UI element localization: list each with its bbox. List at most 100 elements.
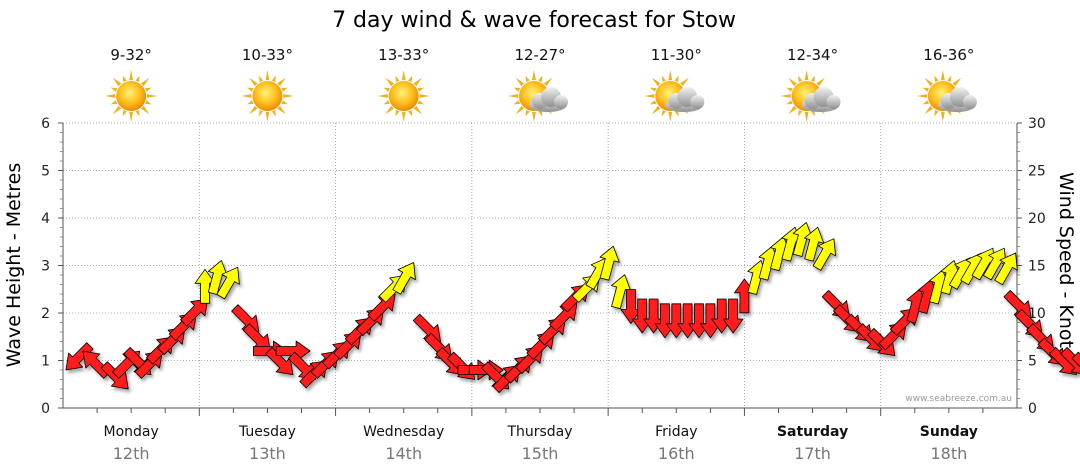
sun-cloud-icon	[508, 70, 568, 122]
wind-arrow	[216, 266, 240, 300]
sun-ray	[145, 87, 152, 92]
day-name-label: Friday	[655, 424, 697, 440]
sun-ray	[395, 109, 400, 117]
sun-ray	[538, 75, 543, 83]
wind-arrow	[65, 342, 94, 371]
sun-ray	[934, 75, 939, 83]
day-date-label: 12th	[113, 444, 150, 463]
sun-ray	[417, 100, 425, 105]
sun-ray	[674, 75, 679, 83]
right-tick-label: 20	[1028, 211, 1046, 227]
sun-ray	[525, 75, 530, 83]
weather-row: 9-32° 10-33° 13-33° 12-27° 11-30° 12-34° 16-36…	[105, 46, 977, 122]
sun-ray	[110, 87, 118, 92]
cloud-part	[554, 95, 568, 109]
left-axis-ticks: 0 1 2 3 4 5 6	[41, 116, 63, 417]
sun-ray	[798, 109, 803, 117]
day-date-label: 15th	[522, 444, 559, 463]
wind-arrow	[82, 350, 111, 379]
sun-ray	[532, 70, 536, 81]
sun-ray	[680, 77, 689, 87]
day-date-label: 16th	[658, 444, 695, 463]
right-tick-label: 0	[1028, 401, 1037, 417]
sun-ray	[271, 75, 276, 83]
cloud-part	[962, 95, 977, 109]
sun-ray	[916, 94, 927, 98]
sun-cloud-icon	[916, 70, 977, 122]
right-tick-label: 10	[1028, 306, 1046, 322]
sun-ray	[271, 109, 276, 117]
wind-arrow	[812, 238, 836, 271]
day-temperature: 9-32°	[110, 46, 152, 64]
sun-ray	[947, 75, 952, 83]
wind-arrow	[1003, 290, 1032, 319]
sun-ray	[940, 70, 945, 81]
sun-icon	[105, 70, 158, 122]
day-date-label: 17th	[794, 444, 831, 463]
sun-ray	[241, 94, 252, 98]
day-date-label: 18th	[930, 444, 967, 463]
left-tick-label: 0	[41, 401, 50, 417]
cloud-shape	[665, 87, 705, 112]
gridlines	[63, 122, 1017, 408]
sun-ray	[644, 94, 655, 98]
sun-ray	[401, 70, 406, 81]
sun-ray	[112, 105, 122, 115]
sun-ray	[924, 77, 933, 87]
sun-ray	[105, 94, 116, 98]
sun-ray	[508, 94, 519, 98]
sun-ray	[259, 109, 264, 117]
sun-ray	[788, 105, 797, 115]
sun-ray	[385, 77, 394, 87]
sun-cloud-icon	[780, 70, 841, 122]
sun-ray	[804, 70, 809, 81]
x-axis-day-labels: Monday 12th Tuesday 13th Wednesday 14th Thursd…	[96, 408, 984, 463]
left-tick-label: 2	[41, 306, 50, 322]
sun-ray	[283, 94, 294, 98]
sun-ray	[129, 70, 134, 81]
sun-ray	[649, 87, 657, 92]
sun-ray	[259, 75, 264, 83]
wind-arrow	[412, 313, 441, 342]
day-temperature: 16-36°	[923, 46, 974, 64]
sun-ray	[110, 100, 118, 105]
sun-ray	[649, 100, 657, 105]
day-name-label: Thursday	[506, 424, 572, 440]
cloud-shape	[937, 87, 977, 112]
day-temperature: 12-27°	[514, 46, 565, 64]
cloud-part	[826, 95, 841, 109]
sun-ray	[816, 77, 825, 87]
sun-ray	[413, 77, 423, 87]
sun-ray	[668, 70, 673, 81]
sun-ray	[515, 77, 525, 87]
sun-ray	[952, 77, 962, 87]
cloud-part	[690, 95, 705, 109]
sun-ray	[277, 105, 286, 115]
wind-arrow	[549, 303, 578, 332]
left-tick-label: 3	[41, 259, 50, 275]
sun-ray	[377, 94, 388, 98]
sun-ray	[417, 87, 425, 92]
sun-ray	[265, 111, 270, 122]
sun-icon	[377, 70, 430, 122]
day-temperature: 13-33°	[378, 46, 429, 64]
wind-arrow	[1071, 351, 1080, 380]
sun-ray	[249, 105, 258, 115]
sun-ray	[651, 105, 661, 115]
wind-arrow	[599, 245, 620, 281]
sun-ray	[788, 77, 797, 87]
sun-ray	[413, 105, 423, 115]
day-temperature: 10-33°	[242, 46, 293, 64]
sun-ray	[135, 75, 140, 83]
day-temperature: 11-30°	[651, 46, 702, 64]
sun-ray	[532, 111, 536, 122]
sun-ray	[129, 111, 134, 122]
sun-ray	[385, 105, 394, 115]
sun-ray	[281, 100, 288, 105]
right-axis-title: Wind Speed - Knots	[1055, 172, 1077, 358]
sun-ray	[147, 94, 158, 98]
wind-arrow	[994, 252, 1018, 286]
sun-ray	[668, 111, 673, 122]
right-tick-label: 30	[1028, 116, 1046, 132]
